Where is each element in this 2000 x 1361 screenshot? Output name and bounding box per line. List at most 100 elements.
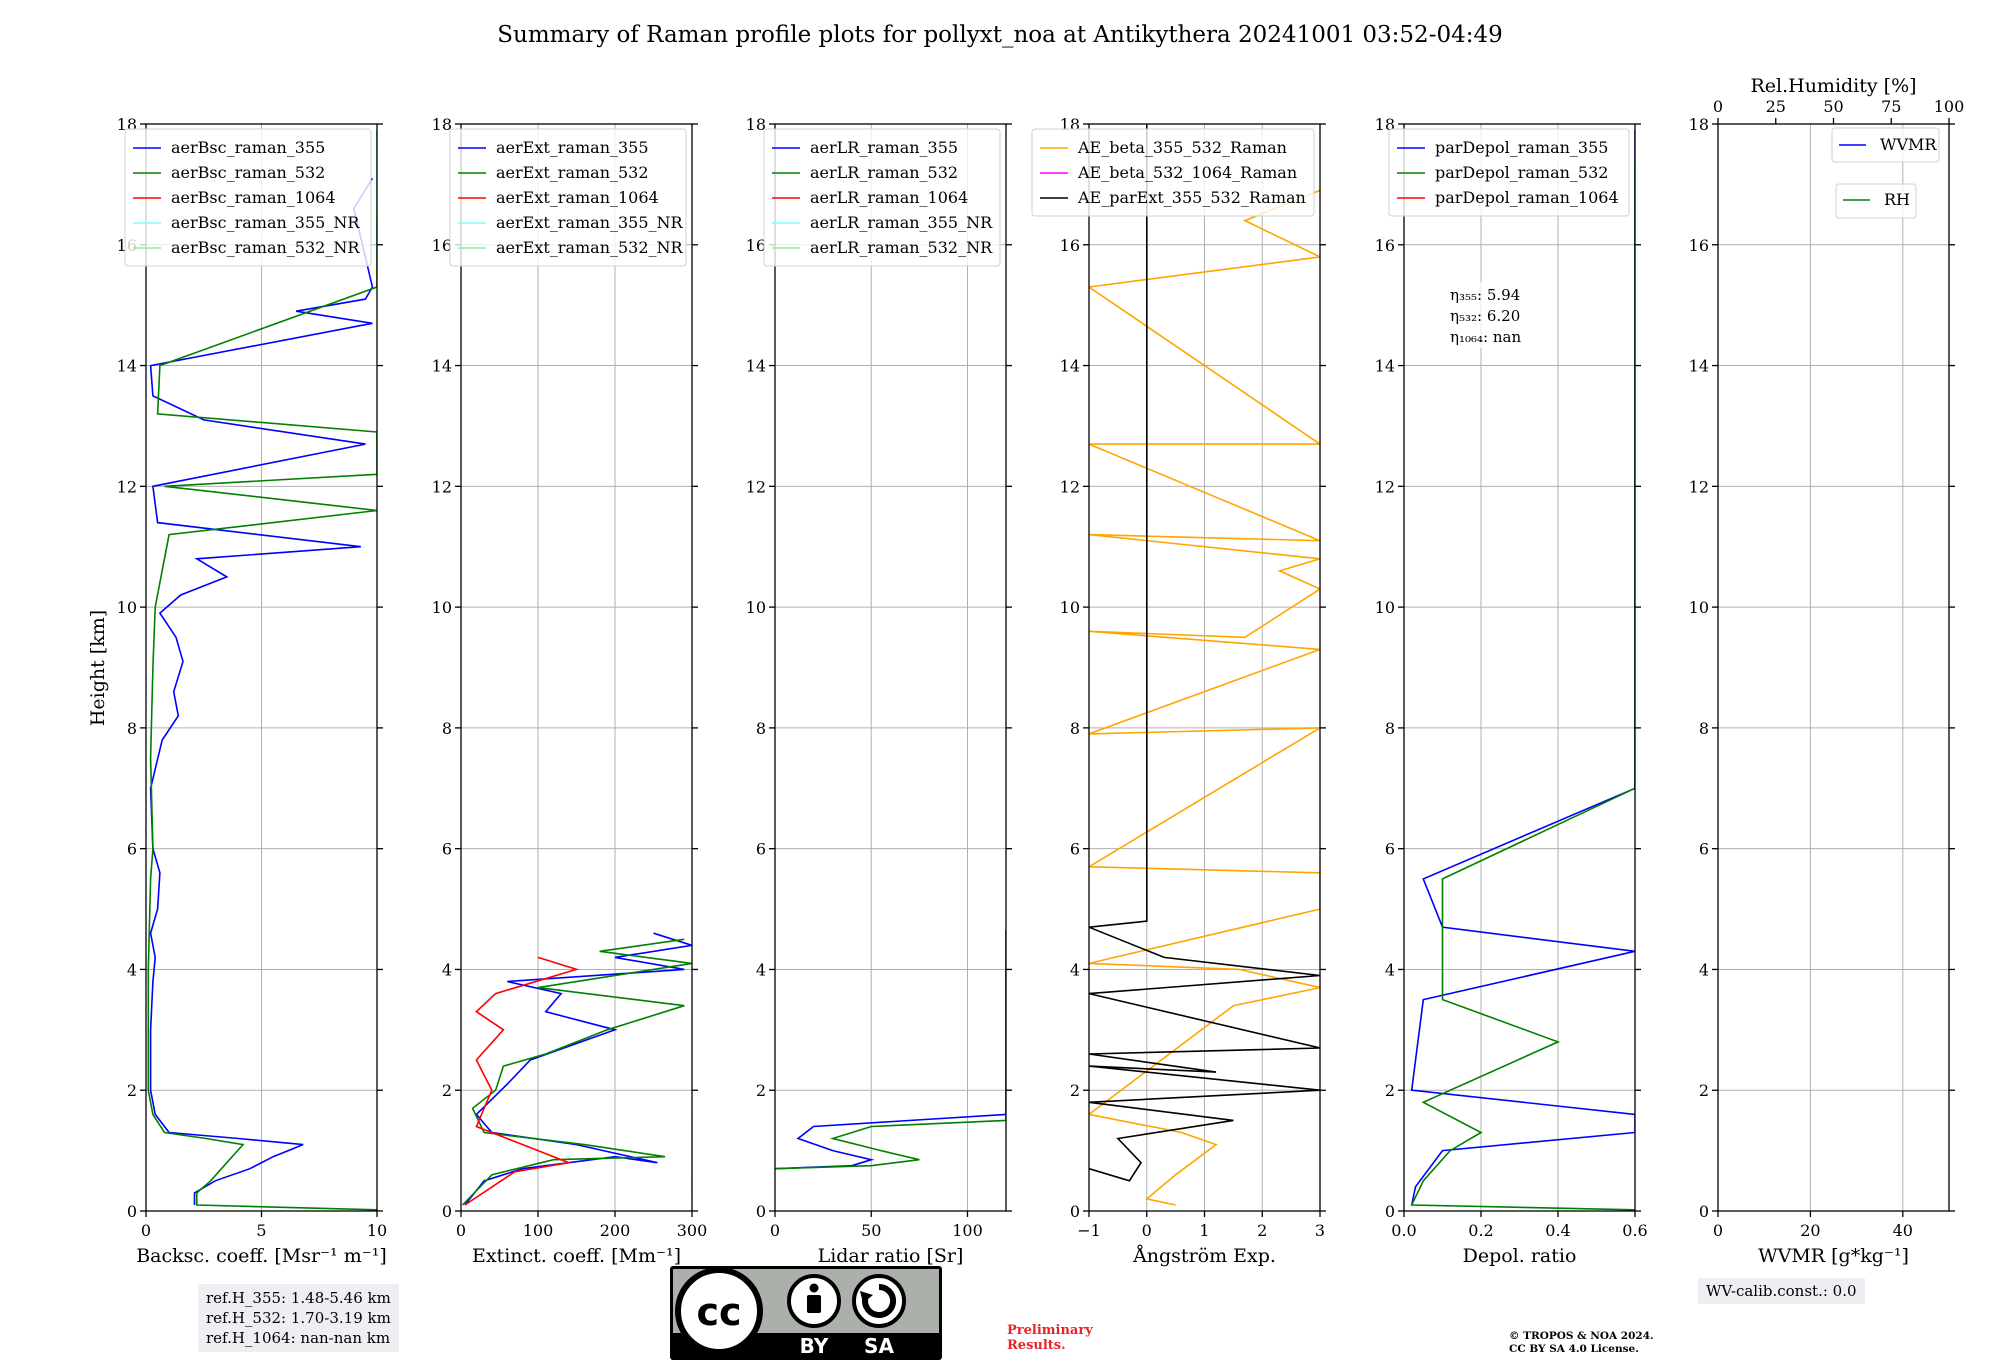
xtick-label-200: 200 [600,1221,631,1240]
ytick-label-14: 14 [1060,357,1080,376]
legend-label-AE_beta_355_532_Raman: AE_beta_355_532_Raman [1077,138,1287,157]
legend-label-aerLR_raman_355: aerLR_raman_355 [810,138,958,157]
top-xtick-label-0: 0 [1713,97,1723,116]
by-label: BY [800,1334,829,1358]
ytick-label-16: 16 [1689,236,1709,255]
eta-label-1: η₅₃₂: 6.20 [1450,307,1520,325]
legend-label-aerBsc_raman_355_NR: aerBsc_raman_355_NR [171,213,360,232]
cc-by-sa-logo: cc BY SA [670,1266,942,1360]
legend-label-aerExt_raman_1064: aerExt_raman_1064 [496,188,659,207]
ytick-label-10: 10 [1689,598,1709,617]
preliminary-line-2: Results. [1007,1338,1066,1353]
preliminary-note: Preliminary Results. [1007,1323,1093,1353]
top-xtick-label-75: 75 [1881,97,1901,116]
ytick-label-8: 8 [442,719,452,738]
cc-letters: cc [696,1290,741,1334]
reference-height-box: ref.H_355: 1.48-5.46 km ref.H_532: 1.70-… [198,1284,399,1352]
y-axis-label: Height [km] [87,610,109,726]
ytick-label-12: 12 [432,477,452,496]
legend: WVMR RH [1831,127,1940,219]
ytick-label-14: 14 [1689,357,1709,376]
ytick-label-10: 10 [1060,598,1080,617]
copyright-line-2: CC BY SA 4.0 License. [1509,1343,1639,1355]
ref-height-355: ref.H_355: 1.48-5.46 km [206,1289,391,1307]
xtick-label-0.2: 0.2 [1468,1221,1493,1240]
xtick-label-0: 0 [141,1221,151,1240]
ytick-label-10: 10 [1375,598,1395,617]
ytick-label-10: 10 [432,598,452,617]
ytick-label-18: 18 [432,115,452,134]
legend-label-aerExt_raman_355: aerExt_raman_355 [496,138,649,157]
legend-label-aerExt_raman_532_NR: aerExt_raman_532_NR [496,238,684,257]
ytick-label-0: 0 [127,1202,137,1221]
series-line-aerExt_raman_355 [464,932,692,1206]
ytick-label-16: 16 [746,236,766,255]
legend: aerBsc_raman_355 aerBsc_raman_532 aerBsc_r… [124,128,372,267]
ytick-label-16: 16 [1375,236,1395,255]
ytick-label-4: 4 [127,960,137,979]
ytick-label-2: 2 [1699,1081,1709,1100]
xtick-label-40: 40 [1893,1221,1913,1240]
series-line-AE_parExt_355_532_Raman [1089,124,1320,1182]
ytick-label-12: 12 [1375,477,1395,496]
ytick-label-0: 0 [1070,1202,1080,1221]
ytick-label-0: 0 [442,1202,452,1221]
ytick-label-6: 6 [1699,840,1709,859]
legend: parDepol_raman_355 parDepol_raman_532 parD… [1388,128,1630,217]
share-alike-icon [852,1274,906,1328]
cc-circle-icon [675,1267,763,1355]
ytick-label-6: 6 [1070,840,1080,859]
copyright-note: © TROPOS & NOA 2024. CC BY SA 4.0 Licens… [1509,1330,1654,1356]
series-line-parDepol_raman_532 [1410,160,1635,1211]
ytick-label-6: 6 [756,840,766,859]
top-xtick-label-50: 50 [1823,97,1843,116]
ytick-label-0: 0 [1385,1202,1395,1221]
ytick-label-4: 4 [442,960,452,979]
ytick-label-14: 14 [1375,357,1395,376]
ytick-label-16: 16 [1060,236,1080,255]
ytick-label-8: 8 [1385,719,1395,738]
ytick-label-16: 16 [432,236,452,255]
xtick-label-0: 0 [770,1221,780,1240]
ytick-label-6: 6 [1385,840,1395,859]
series-line-aerBsc_raman_532 [147,130,377,1211]
eta-label-0: η₃₅₅: 5.94 [1450,286,1520,304]
legend-box [1388,128,1630,217]
series-line-aerExt_raman_1064 [464,956,580,1206]
ytick-label-6: 6 [127,840,137,859]
legend-label-RH: RH [1884,190,1910,209]
axes-frame [1717,123,1950,1212]
legend-box [763,128,1001,267]
legend-label-aerBsc_raman_532_NR: aerBsc_raman_532_NR [171,238,360,257]
ytick-label-6: 6 [442,840,452,859]
ytick-label-4: 4 [1070,960,1080,979]
series-line-AE_beta_355_532_Raman [1089,189,1320,1206]
legend-label-parDepol_raman_532: parDepol_raman_532 [1435,163,1608,182]
ytick-label-8: 8 [1699,719,1709,738]
series-line-aerLR_raman_355 [775,930,1006,1170]
legend: aerLR_raman_355 aerLR_raman_532 aerLR_rama… [763,128,1001,267]
ytick-label-8: 8 [127,719,137,738]
ytick-label-18: 18 [746,115,766,134]
ytick-label-12: 12 [1060,477,1080,496]
xtick-label-10: 10 [367,1221,387,1240]
top-xtick-label-100: 100 [1934,97,1965,116]
xtick-label-20: 20 [1800,1221,1820,1240]
legend-label-aerLR_raman_355_NR: aerLR_raman_355_NR [810,213,993,232]
xtick-label-100: 100 [523,1221,554,1240]
xtick-label-300: 300 [677,1221,708,1240]
xtick-label-0: 0 [1142,1221,1152,1240]
xtick-label-100: 100 [952,1221,983,1240]
sa-label: SA [864,1334,894,1358]
ytick-label-4: 4 [1699,960,1709,979]
x-axis-label: Lidar ratio [Sr] [818,1245,964,1267]
ytick-label-18: 18 [1689,115,1709,134]
top-xtick-label-25: 25 [1766,97,1786,116]
eta-label-2: η₁₀₆₄: nan [1450,328,1521,346]
ytick-label-4: 4 [1385,960,1395,979]
legend-box-rh [1835,183,1917,219]
ytick-label-14: 14 [746,357,766,376]
